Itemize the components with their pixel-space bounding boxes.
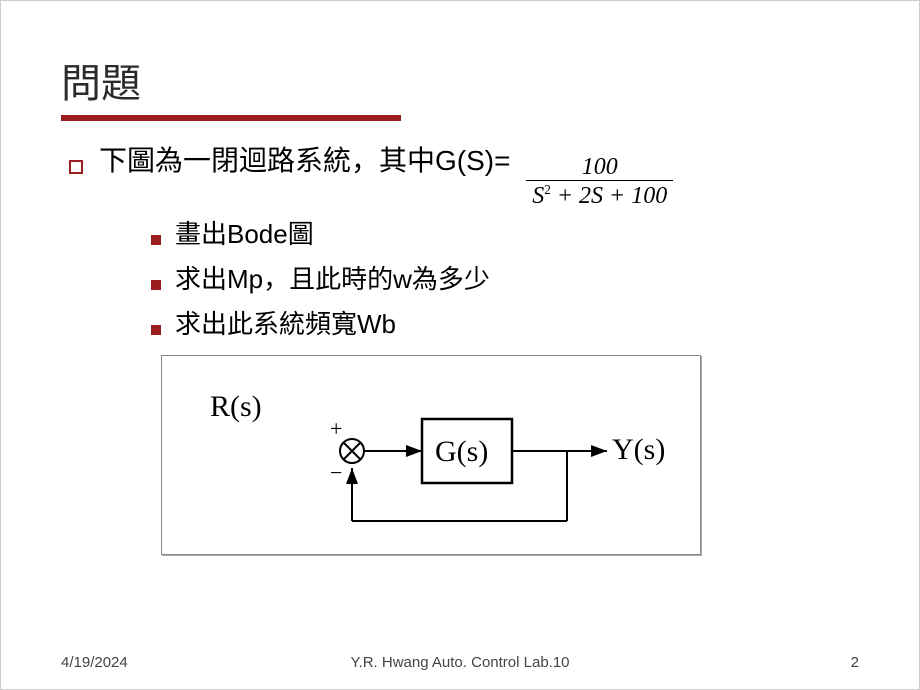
sub-bullet-2: 求出Mp，且此時的w為多少 <box>151 259 859 296</box>
footer-page-number: 2 <box>851 654 859 671</box>
label-R: R(s) <box>210 390 262 423</box>
bullet-text: 下圖為一閉迴路系統，其中G(S)= 100 S2 + 2S + 100 <box>99 139 673 206</box>
slide-title: 問題 <box>61 51 859 109</box>
title-underline <box>61 115 401 121</box>
minus-sign: − <box>330 460 342 485</box>
block-diagram: R(s) + − G(s) Y(s) <box>161 355 701 555</box>
slide: 問題 下圖為一閉迴路系統，其中G(S)= 100 S2 + 2S + 100 畫… <box>1 1 919 689</box>
footer-date: 4/19/2024 <box>61 654 128 671</box>
sub-bullet-text: 求出Mp，且此時的w為多少 <box>175 259 490 296</box>
slide-footer: 4/19/2024 Y.R. Hwang Auto. Control Lab.1… <box>61 654 859 671</box>
square-bullet-icon <box>151 235 161 245</box>
footer-center: Y.R. Hwang Auto. Control Lab.10 <box>350 654 569 671</box>
fraction-numerator: 100 <box>574 154 626 180</box>
square-bullet-icon <box>69 160 83 174</box>
plus-sign: + <box>330 416 342 441</box>
bullet-level1: 下圖為一閉迴路系統，其中G(S)= 100 S2 + 2S + 100 <box>69 139 859 206</box>
transfer-function-fraction: 100 S2 + 2S + 100 <box>526 154 673 210</box>
bullet-prefix: 下圖為一閉迴路系統，其中G(S)= <box>99 145 510 176</box>
block-diagram-svg: R(s) + − G(s) Y(s) <box>162 356 702 556</box>
sub-bullet-text: 畫出Bode圖 <box>175 214 314 251</box>
square-bullet-icon <box>151 325 161 335</box>
label-G: G(s) <box>435 435 488 468</box>
label-Y: Y(s) <box>612 433 665 466</box>
square-bullet-icon <box>151 280 161 290</box>
fraction-denominator: S2 + 2S + 100 <box>526 180 673 209</box>
sub-bullet-1: 畫出Bode圖 <box>151 214 859 251</box>
sub-bullet-text: 求出此系統頻寬Wb <box>175 304 396 341</box>
sub-bullet-3: 求出此系統頻寬Wb <box>151 304 859 341</box>
